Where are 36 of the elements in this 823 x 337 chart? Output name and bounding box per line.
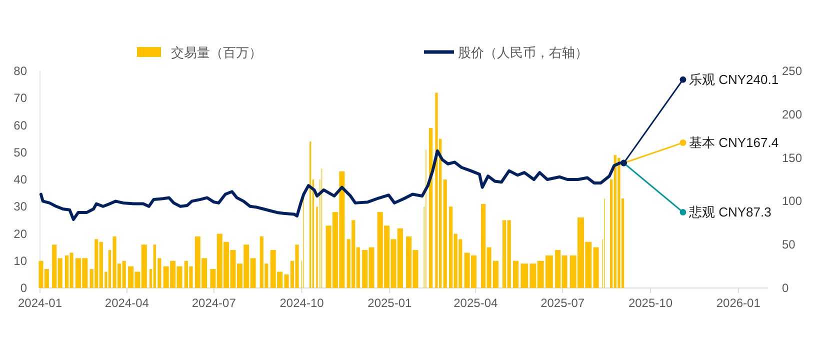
y-tick-label: 10 (14, 254, 28, 268)
x-tick-label: 2025-10 (628, 296, 673, 310)
point (680, 76, 686, 83)
bar (593, 247, 599, 288)
y-tick-label: 80 (14, 64, 28, 78)
y-tick-label: 50 (14, 145, 28, 160)
bar (443, 180, 447, 288)
y-tick-label: 30 (14, 200, 28, 214)
x-tick-label: 2025-04 (454, 296, 498, 310)
data-label: 基本 CNY167.4 (688, 135, 779, 150)
y-tick-label: 40 (14, 172, 28, 186)
y-tick-label: 60 (14, 118, 28, 132)
x-tick-label: 2024-04 (104, 296, 150, 310)
point (680, 139, 686, 146)
y-tick-label: 20 (14, 226, 28, 241)
x-tick-label: 2024-01 (18, 296, 62, 310)
data-label: 悲观 CNY87.3 (688, 204, 772, 220)
y2-tick-label: 50 (782, 238, 796, 252)
bar (513, 260, 519, 288)
point (680, 209, 686, 216)
x-tick-label: 2026-01 (716, 296, 761, 310)
x-tick-label: 2025-01 (368, 296, 412, 310)
y2-tick-label: 100 (782, 194, 802, 208)
x-tick-label: 2025-07 (540, 296, 585, 310)
x-tick-label: 2024-07 (192, 296, 236, 310)
x-tick-label: 2024-10 (280, 296, 324, 310)
legend-label: 股价（人民币，右轴） (458, 45, 588, 60)
data-label: 乐观 CNY240.1 (688, 72, 779, 88)
legend-label: 交易量（百万） (171, 45, 262, 60)
y-tick-label: 70 (14, 91, 28, 106)
y-tick-label: 0 (20, 281, 28, 295)
y2-tick-label: 250 (782, 64, 802, 78)
y2-tick-label: 200 (782, 107, 802, 122)
bar (428, 128, 433, 288)
y2-tick-label: 150 (782, 150, 802, 165)
y2-tick-label: 0 (782, 281, 789, 295)
